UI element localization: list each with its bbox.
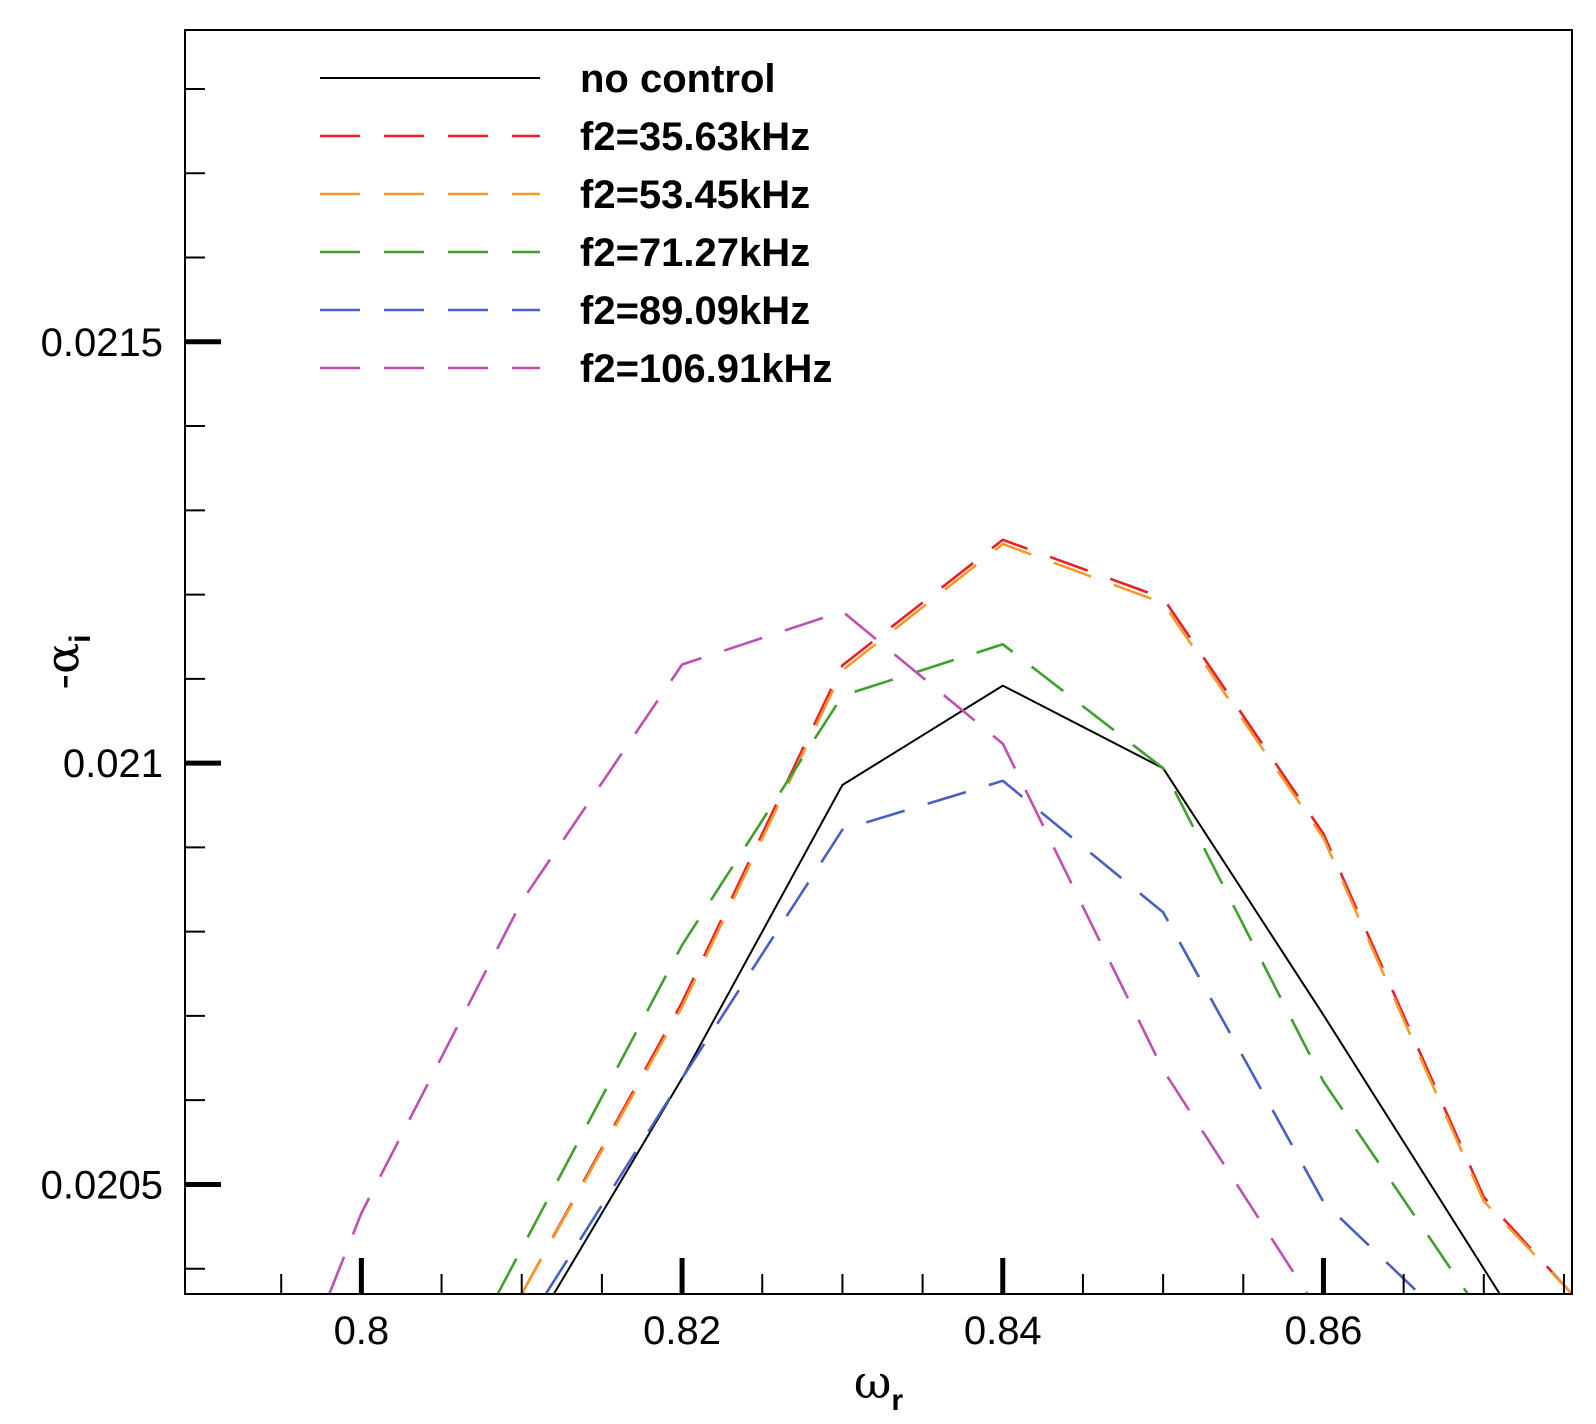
x-tick-label: 0.8 bbox=[334, 1309, 390, 1353]
series-layer bbox=[328, 538, 1572, 1294]
x-axis-subscript: r bbox=[891, 1384, 903, 1417]
series-line-6 bbox=[328, 610, 1309, 1294]
y-tick-label: 0.0205 bbox=[41, 1163, 163, 1207]
x-tick-label: 0.86 bbox=[1285, 1309, 1363, 1353]
y-tick-label: 0.0215 bbox=[41, 321, 163, 365]
legend-label-4: f2=71.27kHz bbox=[580, 231, 810, 275]
x-axis-title: ωr bbox=[854, 1355, 904, 1417]
y-axis: 0.0205 0.021 0.0215 bbox=[41, 87, 221, 1270]
x-axis: 0.8 0.82 0.84 0.86 bbox=[280, 1258, 1565, 1353]
legend-label-3: f2=53.45kHz bbox=[580, 173, 810, 217]
series-line-4 bbox=[496, 642, 1469, 1294]
series-line-5 bbox=[544, 779, 1421, 1294]
x-tick-label: 0.82 bbox=[643, 1309, 721, 1353]
series-line-3 bbox=[520, 542, 1572, 1294]
series-line-2 bbox=[520, 538, 1572, 1294]
x-axis-symbol: ω bbox=[854, 1355, 892, 1409]
legend-label-5: f2=89.09kHz bbox=[580, 289, 810, 333]
legend-label-6: f2=106.91kHz bbox=[580, 347, 832, 391]
y-axis-subscript: i bbox=[64, 635, 97, 643]
x-tick-label: 0.84 bbox=[964, 1309, 1042, 1353]
legend: no control f2=35.63kHz f2=53.45kHz f2=71.27… bbox=[320, 57, 832, 391]
y-tick-label: 0.021 bbox=[63, 742, 163, 786]
legend-label-1: no control bbox=[580, 57, 776, 101]
plot-frame bbox=[184, 29, 1573, 1295]
legend-label-2: f2=35.63kHz bbox=[580, 115, 810, 159]
series-line-1 bbox=[552, 684, 1501, 1294]
y-axis-symbol: -α bbox=[35, 643, 89, 690]
y-axis-title: -αi bbox=[35, 635, 97, 690]
